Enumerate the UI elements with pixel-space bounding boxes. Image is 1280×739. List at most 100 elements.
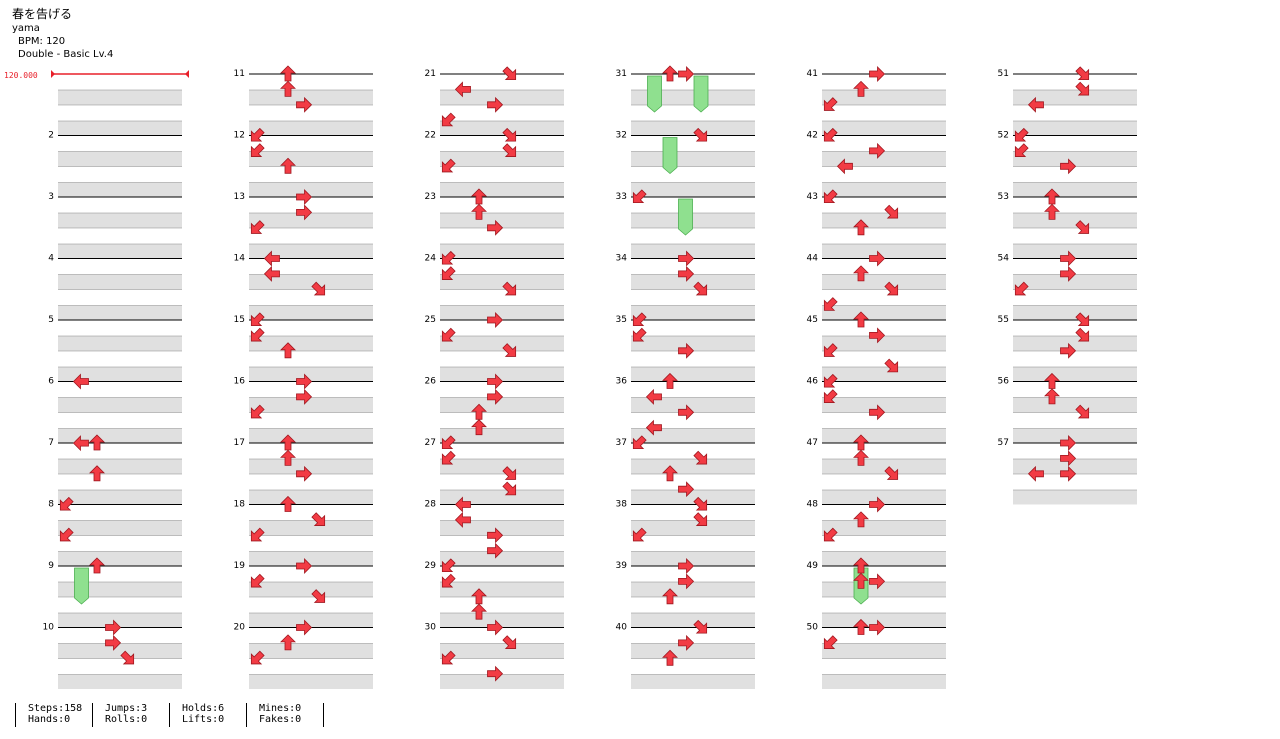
arrow-note-R [487,219,504,236]
arrow-note-T [1075,220,1090,234]
stat-holds-lifts: Holds:6 Lifts:0 [169,703,224,727]
arrow-note-T [502,481,517,496]
arrow-note-D [59,496,74,511]
beat-band [249,244,373,259]
beat-band [1013,336,1137,351]
arrow-note-R [678,265,695,282]
arrow-note-D [1014,281,1029,296]
arrow-note-T [693,512,708,526]
measure-number: 19 [234,561,246,571]
arrow-note-T [693,127,708,142]
arrow-note-U [662,65,678,82]
arrow-note-D [1014,127,1029,142]
stat-lifts: Lifts:0 [182,714,225,725]
arrow-note-D [441,266,456,280]
arrow-note-R [1060,342,1077,359]
arrow-note-L [454,511,471,528]
beat-band [822,520,946,536]
arrow-note-R [678,66,695,82]
beat-band [440,643,564,659]
beat-band [822,674,946,689]
measure-number: 37 [616,438,627,448]
arrow-note-T [120,650,135,665]
arrow-note-D [632,327,647,342]
arrow-note-R [678,573,695,590]
arrow-note-D [250,404,265,419]
beat-band [822,367,946,382]
arrow-note-R [487,619,504,636]
beat-band [631,90,755,105]
arrow-note-U [1044,203,1060,220]
song-header: 春を告げる yama BPM: 120 Double - Basic Lv.4 [12,7,113,61]
arrow-note-D [823,97,838,111]
arrow-note-R [869,66,886,82]
measure-number: 38 [616,500,628,510]
stat-fakes: Fakes:0 [259,714,302,725]
beat-band [58,244,182,259]
arrow-note-U [853,618,869,635]
arrow-note-R [869,573,886,590]
stat-mines-fakes: Mines:0 Fakes:0 [246,703,301,727]
chart-difficulty: Double - Basic Lv.4 [18,49,114,60]
arrow-note-U [662,465,678,482]
beat-band [249,459,373,474]
beat-band [249,643,373,659]
arrow-note-D [250,127,265,142]
measure-number: 25 [425,315,436,325]
beat-band [631,305,755,320]
arrow-note-T [502,281,517,296]
beat-band [631,582,755,597]
measure-number: 26 [425,377,437,387]
beat-band [631,151,755,167]
arrow-note-D [632,189,647,204]
measure-number: 16 [234,377,246,387]
arrow-note-L [1027,465,1044,482]
arrow-note-R [487,542,504,559]
arrow-note-D [823,297,838,311]
hold-note [693,75,709,113]
beat-band [631,551,755,566]
beat-band [249,151,373,167]
measure-number: 47 [807,438,818,448]
arrow-note-D [250,327,265,342]
measure-number: 36 [616,377,628,387]
beat-band [822,336,946,351]
beat-band [440,336,564,351]
arrow-note-T [502,635,517,649]
arrow-note-D [823,373,838,388]
measure-number: 14 [234,254,246,264]
beat-band [631,244,755,259]
arrow-note-D [441,435,456,450]
beat-band [58,336,182,351]
arrow-note-R [678,481,695,498]
measure-number: 54 [998,254,1010,264]
arrow-note-R [678,558,695,574]
arrow-note-R [487,388,504,405]
arrow-note-U [280,157,296,174]
beat-band [440,613,564,628]
arrow-note-T [1075,66,1090,81]
beat-band [631,428,755,443]
beat-band [249,397,373,413]
arrow-note-D [823,527,838,542]
arrow-note-L [454,496,471,513]
arrow-note-L [263,250,280,267]
beat-band [1013,244,1137,259]
arrow-note-U [280,634,296,651]
arrow-note-T [1075,81,1090,96]
beat-band [440,520,564,536]
beat-band [1013,151,1137,167]
beat-band [631,397,755,413]
measure-number: 28 [425,500,437,510]
beat-band [249,551,373,566]
beat-band [58,121,182,136]
measure-number: 42 [807,131,818,141]
measure-number: 21 [425,69,436,79]
beat-band [58,213,182,228]
arrow-note-T [502,127,517,142]
arrow-note-D [441,158,456,173]
arrow-note-D [441,650,456,665]
arrow-note-D [250,650,265,665]
arrow-note-R [487,96,504,113]
arrow-note-L [645,419,662,436]
